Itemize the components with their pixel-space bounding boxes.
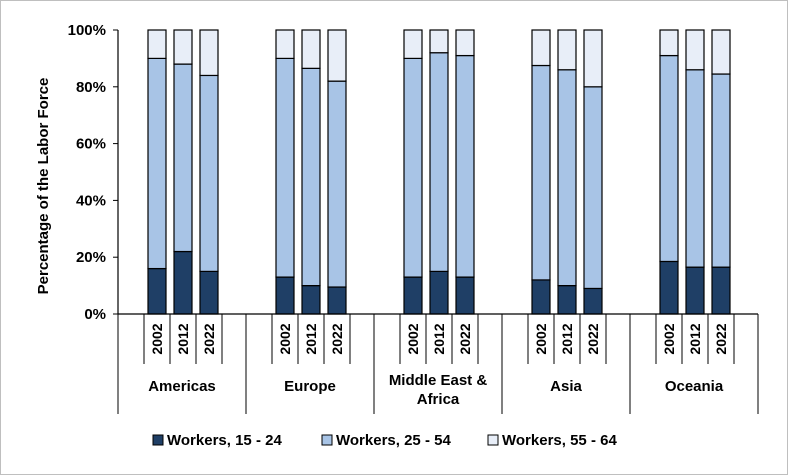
y-tick-label: 0% (84, 306, 106, 323)
x-tick-label-year: 2002 (149, 323, 165, 354)
bar-segment-series-1 (455, 276, 475, 315)
x-tick-label-year: 2012 (559, 323, 575, 354)
bar-segment-series-1 (531, 279, 551, 315)
legend-swatch-series-2 (321, 434, 333, 446)
bar-segment-series-1 (301, 285, 321, 315)
legend-swatch-series-3 (487, 434, 499, 446)
bar-segment-series-1 (199, 270, 219, 315)
bar-segment-series-1 (711, 266, 731, 315)
bar-segment-series-3 (403, 29, 423, 59)
bar-segment-series-3 (685, 29, 705, 71)
bar-segment-series-3 (327, 29, 347, 82)
bar-segment-series-3 (301, 29, 321, 69)
legend-label-series-2: Workers, 25 - 54 (336, 432, 451, 449)
x-tick-label-year: 2002 (405, 323, 421, 354)
bar-segment-series-2 (557, 69, 577, 287)
bar-segment-series-3 (711, 29, 731, 75)
bar-segment-series-3 (199, 29, 219, 77)
bar-segment-series-2 (531, 64, 551, 281)
bar-segment-series-3 (429, 29, 449, 54)
bar-segment-series-1 (275, 276, 295, 315)
bar-segment-series-1 (685, 266, 705, 315)
bar-segment-series-2 (455, 54, 475, 278)
x-tick-label-year: 2022 (457, 323, 473, 354)
x-tick-label-year: 2022 (201, 323, 217, 354)
legend-label-series-1: Workers, 15 - 24 (167, 432, 282, 449)
bar-segment-series-1 (327, 286, 347, 315)
bar-segment-series-1 (173, 250, 193, 315)
bar-segment-series-3 (557, 29, 577, 71)
bar-segment-series-2 (403, 57, 423, 278)
bar-segment-series-2 (659, 54, 679, 263)
y-tick-label: 80% (76, 79, 106, 96)
bar-segment-series-3 (659, 29, 679, 57)
bar-segment-series-1 (429, 270, 449, 315)
x-group-label: Middle East & (389, 372, 488, 389)
y-tick-label: 40% (76, 192, 106, 209)
bar-segment-series-1 (557, 285, 577, 315)
x-group-label: Africa (417, 391, 460, 408)
bar-segment-series-1 (147, 267, 167, 315)
x-tick-label-year: 2022 (713, 323, 729, 354)
y-tick-label: 100% (68, 22, 106, 39)
bar-segment-series-2 (173, 63, 193, 253)
x-tick-label-year: 2022 (585, 323, 601, 354)
bar-segment-series-3 (455, 29, 475, 57)
bar-segment-series-3 (147, 29, 167, 59)
bar-segment-series-3 (531, 29, 551, 67)
bar-segment-series-2 (147, 57, 167, 270)
bar-segment-series-1 (403, 276, 423, 315)
x-tick-label-year: 2012 (687, 323, 703, 354)
x-group-label: Oceania (665, 378, 724, 395)
y-tick-label: 60% (76, 136, 106, 153)
x-group-label: Asia (550, 378, 582, 395)
bar-segment-series-1 (659, 260, 679, 315)
x-tick-label-year: 2002 (661, 323, 677, 354)
x-group-label: Americas (148, 378, 216, 395)
x-tick-label-year: 2002 (277, 323, 293, 354)
bar-segment-series-2 (199, 74, 219, 273)
bar-segment-series-2 (583, 86, 603, 290)
bar-segment-series-3 (583, 29, 603, 88)
bar-segment-series-3 (275, 29, 295, 59)
bar-segment-series-3 (173, 29, 193, 65)
bar-segment-series-2 (711, 73, 731, 268)
bar-segment-series-2 (685, 69, 705, 268)
y-tick-label: 20% (76, 249, 106, 266)
bar-segment-series-2 (429, 52, 449, 272)
x-tick-label-year: 2002 (533, 323, 549, 354)
x-tick-label-year: 2012 (303, 323, 319, 354)
legend-label-series-3: Workers, 55 - 64 (502, 432, 617, 449)
x-group-label: Europe (284, 378, 336, 395)
bar-segment-series-1 (583, 287, 603, 315)
x-tick-label-year: 2012 (175, 323, 191, 354)
bar-segment-series-2 (301, 67, 321, 287)
bar-segment-series-2 (327, 80, 347, 288)
x-tick-label-year: 2012 (431, 323, 447, 354)
bar-segment-series-2 (275, 57, 295, 278)
y-axis-title: Percentage of the Labor Force (35, 78, 52, 295)
legend-swatch-series-1 (152, 434, 164, 446)
x-tick-label-year: 2022 (329, 323, 345, 354)
